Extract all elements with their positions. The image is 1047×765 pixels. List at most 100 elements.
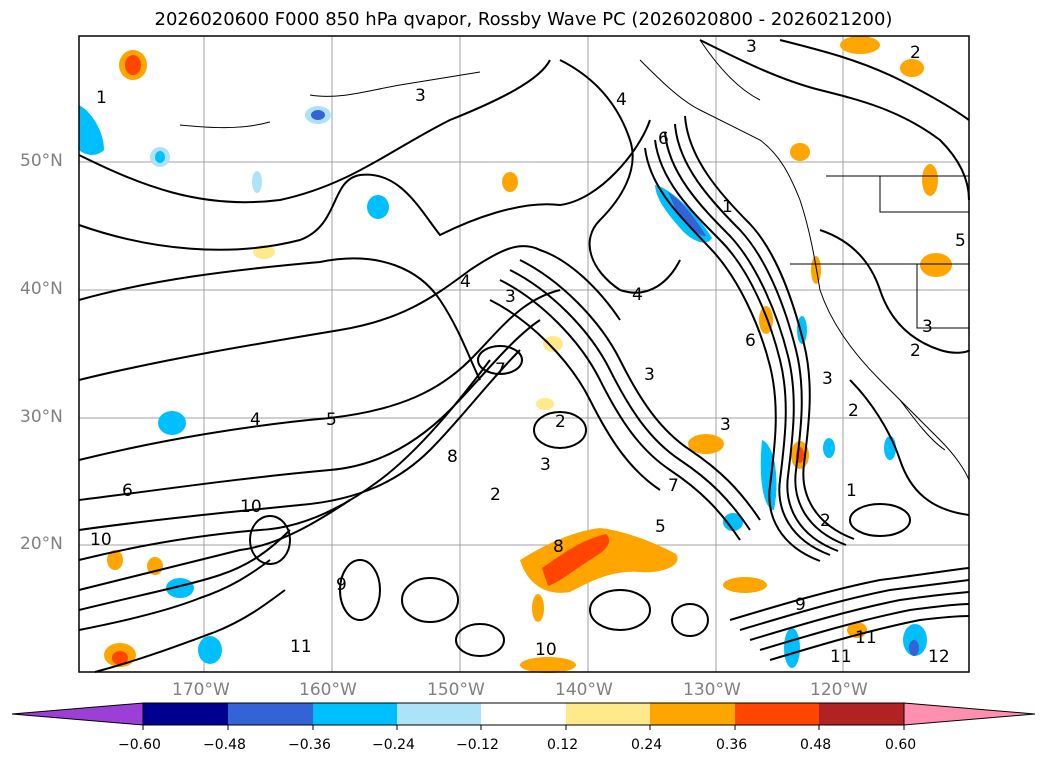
latitude-label: 30°N bbox=[20, 407, 63, 427]
negative-anomaly bbox=[784, 628, 800, 668]
colorbar-segment bbox=[313, 703, 397, 725]
anomaly-fill-layer bbox=[79, 36, 952, 673]
negative-anomaly bbox=[367, 195, 389, 219]
positive-anomaly bbox=[922, 164, 938, 196]
contour-label: 1 bbox=[722, 197, 733, 217]
colorbar-extend-min bbox=[11, 702, 144, 726]
positive-anomaly bbox=[790, 143, 810, 161]
colorbar-tick-label: −0.36 bbox=[288, 737, 331, 753]
positive-anomaly bbox=[840, 36, 880, 54]
colorbar-segment bbox=[481, 703, 566, 725]
coastline bbox=[179, 39, 970, 481]
contour-label: 11 bbox=[830, 647, 852, 667]
negative-anomaly bbox=[79, 105, 104, 155]
positive-anomaly bbox=[536, 398, 554, 410]
colorbar-segment bbox=[397, 703, 481, 725]
negative-anomaly bbox=[252, 171, 262, 193]
map-title: 2026020600 F000 850 hPa qvapor, Rossby W… bbox=[154, 9, 893, 30]
contour-label: 3 bbox=[822, 369, 833, 389]
contour-label: 5 bbox=[655, 517, 666, 537]
contour-label: 1 bbox=[846, 481, 857, 501]
colorbar bbox=[11, 702, 1036, 730]
negative-anomaly bbox=[198, 636, 222, 664]
colorbar-outline bbox=[142, 702, 905, 726]
contour-label: 12 bbox=[928, 647, 950, 667]
contour-label: 2 bbox=[910, 341, 921, 361]
contour-label: 7 bbox=[668, 476, 679, 496]
contour-label: 1 bbox=[96, 88, 107, 108]
colorbar-segment bbox=[735, 703, 819, 725]
contour-label: 6 bbox=[122, 481, 133, 501]
latitude-label: 20°N bbox=[20, 534, 63, 554]
contour-label: 10 bbox=[240, 497, 262, 517]
colorbar-tick-label: 0.60 bbox=[885, 737, 917, 753]
negative-anomaly bbox=[797, 316, 807, 344]
colorbar-extend-max bbox=[903, 702, 1036, 726]
longitude-label: 130°W bbox=[683, 680, 741, 700]
positive-anomaly bbox=[502, 172, 518, 192]
negative-anomaly bbox=[155, 151, 165, 163]
positive-anomaly bbox=[542, 534, 610, 586]
positive-anomaly bbox=[688, 434, 724, 454]
contour-label: 3 bbox=[644, 365, 655, 385]
positive-anomaly bbox=[723, 577, 767, 593]
negative-anomaly bbox=[723, 513, 743, 531]
colorbar-segment bbox=[650, 703, 735, 725]
contour-label: 4 bbox=[632, 285, 643, 305]
contour-label: 3 bbox=[746, 37, 757, 57]
contour-label: 10 bbox=[90, 530, 112, 550]
contour-label: 11 bbox=[855, 628, 877, 648]
latitude-label: 40°N bbox=[20, 279, 63, 299]
contour-label: 7 bbox=[495, 360, 506, 380]
contour-label: 6 bbox=[658, 129, 669, 149]
longitude-label: 140°W bbox=[555, 680, 613, 700]
colorbar-tick-label: 0.36 bbox=[716, 737, 748, 753]
contour-label: 4 bbox=[460, 272, 471, 292]
longitude-label: 170°W bbox=[172, 680, 230, 700]
colorbar-tick-label: 0.12 bbox=[547, 737, 579, 753]
colorbar-segment bbox=[566, 703, 650, 725]
positive-anomaly bbox=[900, 59, 924, 77]
positive-anomaly bbox=[532, 594, 544, 622]
colorbar-tick-label: −0.48 bbox=[203, 737, 246, 753]
contour-label: 2 bbox=[490, 485, 501, 505]
positive-anomaly bbox=[543, 336, 563, 352]
positive-anomaly bbox=[112, 651, 128, 665]
latitude-label: 50°N bbox=[20, 151, 63, 171]
colorbar-segment bbox=[819, 703, 904, 725]
contour-label: 11 bbox=[290, 637, 312, 657]
contour-label: 2 bbox=[555, 412, 566, 432]
colorbar-segment bbox=[143, 703, 228, 725]
contour-label: 2 bbox=[910, 43, 921, 63]
contour-label: 9 bbox=[336, 575, 347, 595]
longitude-label: 160°W bbox=[299, 680, 357, 700]
contour-label-layer: 1 3 4 6 5 2 3 4 5 4 3 6 7 8 9 10 10 11 1… bbox=[90, 37, 966, 667]
positive-anomaly bbox=[920, 253, 952, 277]
contour-label: 3 bbox=[922, 317, 933, 337]
contour-label: 3 bbox=[415, 86, 426, 106]
colorbar-tick-label: −0.60 bbox=[118, 737, 161, 753]
colorbar-tick-label: −0.24 bbox=[372, 737, 415, 753]
colorbar-tick-label: 0.48 bbox=[800, 737, 832, 753]
contour-label: 3 bbox=[505, 287, 516, 307]
contour-label: 8 bbox=[553, 537, 564, 557]
colorbar-segment bbox=[228, 703, 313, 725]
contour-label: 9 bbox=[795, 595, 806, 615]
contour-label: 3 bbox=[540, 455, 551, 475]
colorbar-tick-label: 0.24 bbox=[631, 737, 663, 753]
contour-label: 2 bbox=[820, 511, 831, 531]
positive-anomaly bbox=[520, 657, 576, 673]
positive-anomaly bbox=[107, 550, 123, 570]
contour-label: 3 bbox=[720, 415, 731, 435]
positive-anomaly bbox=[811, 256, 821, 284]
longitude-label: 150°W bbox=[427, 680, 485, 700]
negative-anomaly bbox=[909, 640, 919, 656]
contour-label: 5 bbox=[955, 231, 966, 251]
contour-label: 4 bbox=[616, 90, 627, 110]
contour-label: 8 bbox=[447, 447, 458, 467]
contour-label: 2 bbox=[848, 401, 859, 421]
negative-anomaly bbox=[158, 411, 186, 435]
colorbar-tick-label: −0.12 bbox=[456, 737, 499, 753]
contour-label: 5 bbox=[326, 410, 337, 430]
